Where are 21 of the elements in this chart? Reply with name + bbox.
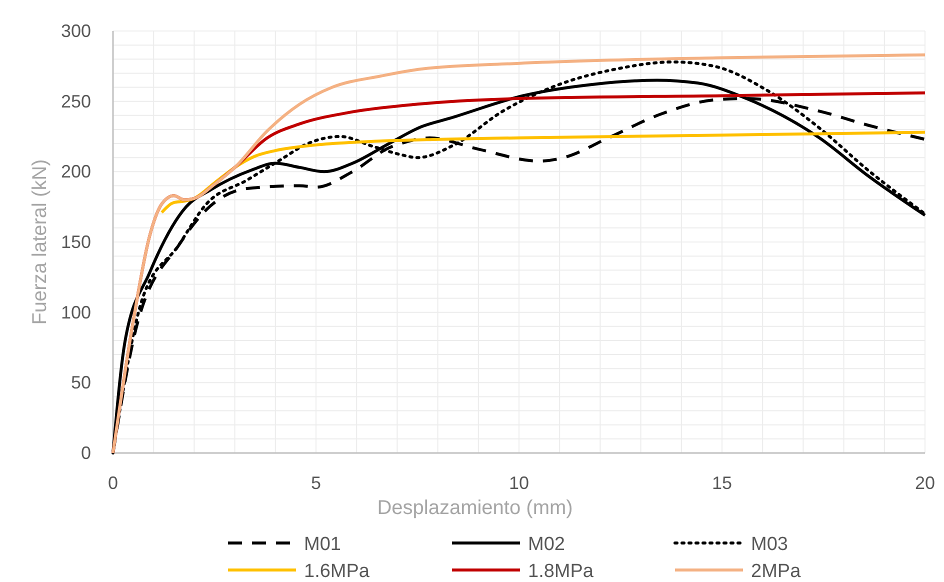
y-tick-label: 300 <box>60 21 91 41</box>
x-tick-label: 0 <box>108 473 118 493</box>
legend-label: 1.6MPa <box>304 561 370 582</box>
x-tick-label: 10 <box>508 473 530 493</box>
y-tick-label: 0 <box>80 443 91 463</box>
y-tick-label: 100 <box>60 302 91 322</box>
line-series <box>160 130 926 214</box>
y-tick-label: 200 <box>60 162 91 182</box>
x-tick-label: 20 <box>914 473 936 493</box>
y-tick-label: 150 <box>60 232 91 252</box>
legend-label: M02 <box>528 534 565 555</box>
x-tick-label: 5 <box>310 473 322 493</box>
legend-label: 2MPa <box>751 561 802 582</box>
legend-label: 1.8MPa <box>528 561 594 582</box>
legend-label: M01 <box>304 534 341 555</box>
y-tick-label: 250 <box>60 91 91 112</box>
y-axis-title: Fuerza lateral (kN) <box>29 159 51 325</box>
y-tick-label: 50 <box>70 372 91 393</box>
x-axis-title: Desplazamiento (mm) <box>377 497 573 519</box>
legend-label: M03 <box>751 534 788 555</box>
x-tick-label: 15 <box>712 473 732 493</box>
